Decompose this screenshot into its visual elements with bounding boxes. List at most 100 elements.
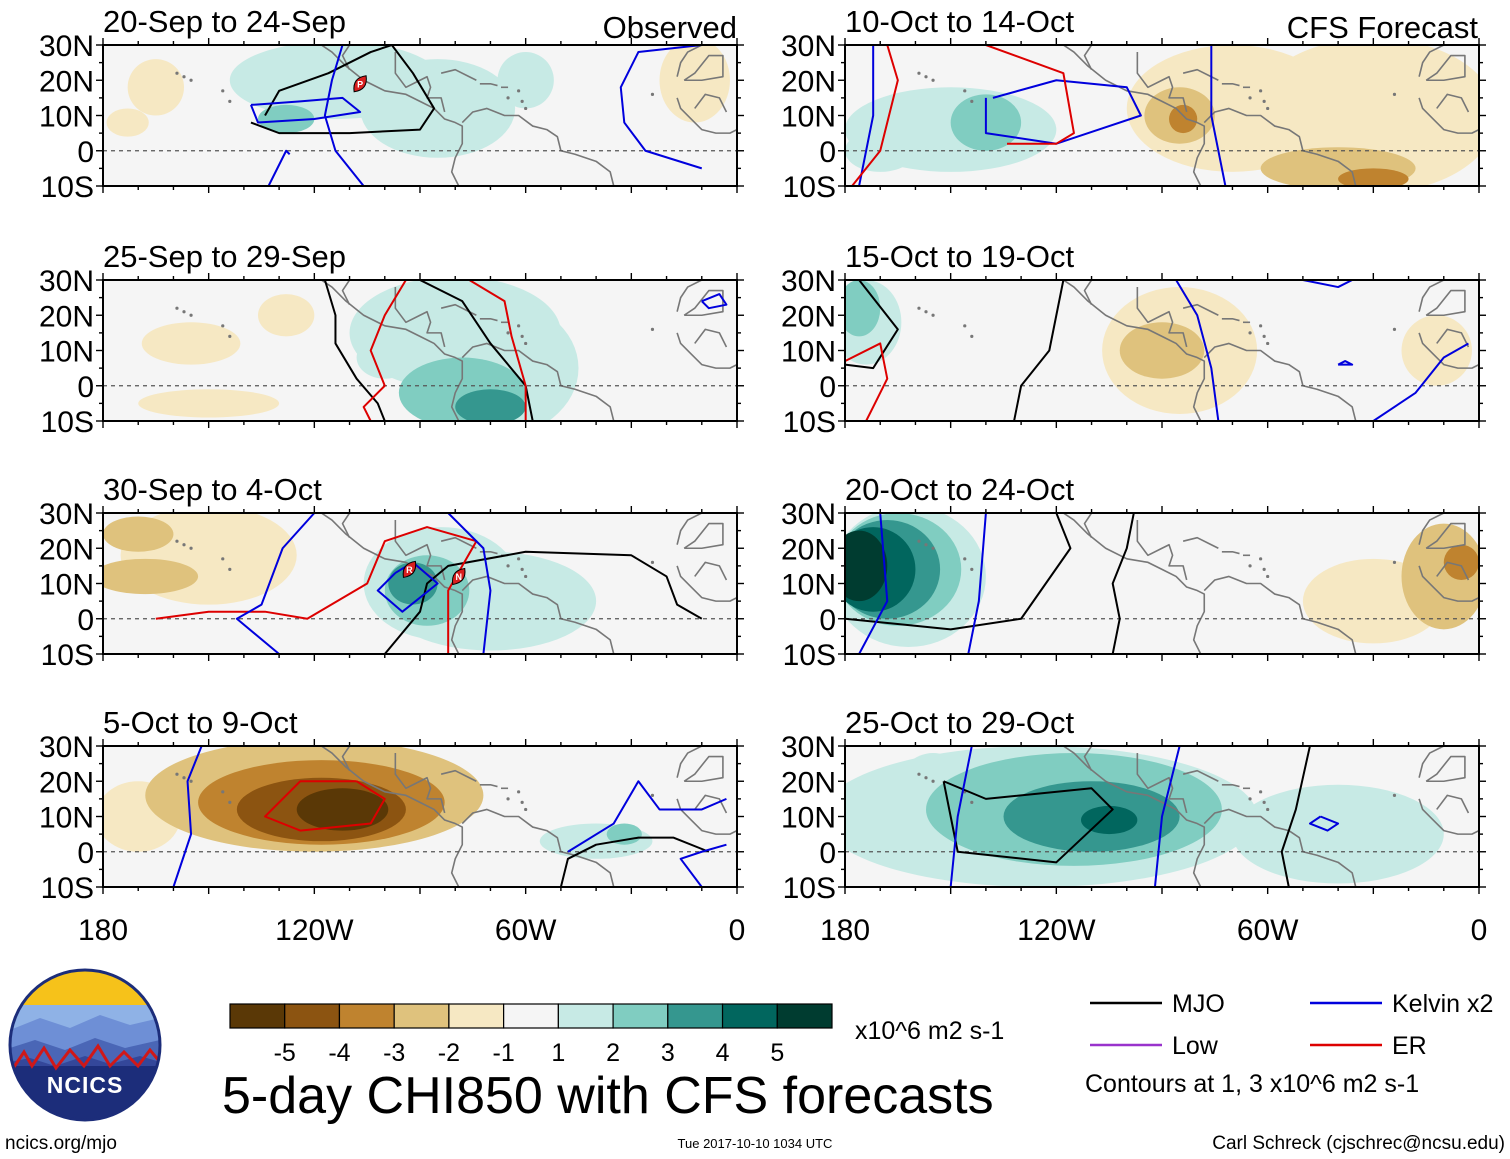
island [1266, 341, 1270, 346]
anomaly-region [229, 45, 442, 120]
anomaly-region [845, 530, 888, 602]
island [1266, 807, 1270, 812]
coastline [341, 746, 351, 772]
kelvin-contour [267, 149, 291, 186]
coastline [1182, 536, 1219, 549]
coastline [394, 287, 446, 348]
coastline [1436, 328, 1470, 348]
storm-marker: P [353, 75, 367, 93]
coastline [1436, 93, 1470, 113]
anomaly-region [257, 294, 315, 337]
lon-tick-label: 0 [1471, 914, 1488, 947]
storm-marker-label: R [406, 565, 413, 575]
coastline [1136, 52, 1188, 113]
coastline [1062, 746, 1206, 887]
colorbar-tick-label: -1 [493, 1039, 515, 1067]
mjo-contour [1280, 746, 1311, 887]
kelvin-contour [701, 293, 728, 310]
island [1392, 793, 1397, 797]
er-contour [362, 280, 407, 421]
coastline [1221, 317, 1240, 322]
coastline [1203, 342, 1357, 421]
anomaly-region [659, 45, 730, 123]
coastline [341, 280, 351, 306]
island [1266, 106, 1270, 111]
colorbar-tick-label: -5 [274, 1039, 296, 1067]
footer-website: ncics.org/mjo [5, 1133, 117, 1154]
island [506, 96, 510, 100]
legend-label: Low [1172, 1032, 1219, 1060]
coastline [1062, 513, 1206, 654]
lon-tick-label: 180 [78, 914, 128, 947]
island [520, 567, 524, 572]
colorbar-tick-label: 1 [551, 1039, 565, 1067]
island [221, 557, 225, 561]
anomaly-region [106, 108, 149, 137]
lat-tick-label: 10S [783, 872, 836, 905]
coastline [479, 82, 498, 87]
coastline [676, 513, 703, 545]
colorbar-swatch [284, 1003, 341, 1029]
lat-tick-label: 20N [781, 300, 836, 333]
island [182, 310, 186, 314]
coastline [341, 513, 351, 539]
island [931, 546, 935, 550]
lat-tick-label: 20N [39, 65, 94, 98]
coastline [676, 332, 737, 369]
footer-timestamp: Tue 2017-10-10 1034 UTC [678, 1136, 833, 1151]
island [228, 800, 232, 805]
coastline [1203, 575, 1357, 654]
island [1248, 331, 1252, 335]
mjo-contour [250, 45, 436, 135]
coastline [1136, 520, 1188, 581]
legend-label: ER [1392, 1032, 1427, 1060]
lat-tick-label: 0 [77, 136, 94, 169]
footer-author: Carl Schreck (cjschrec@ncsu.edu) [1212, 1133, 1505, 1154]
island [970, 334, 974, 338]
lat-tick-label: 20N [39, 766, 94, 799]
colorbar-units: x10^6 m2 s-1 [855, 1017, 1004, 1045]
lat-tick-label: 10N [781, 101, 836, 134]
coastline [1418, 565, 1479, 602]
island [924, 776, 928, 780]
coastline [1182, 68, 1219, 81]
island [175, 306, 179, 310]
island [931, 313, 935, 317]
anomaly-region [1443, 544, 1479, 580]
colorbar-tick-label: -2 [438, 1039, 460, 1067]
coastline [320, 280, 464, 421]
panel-field [103, 746, 737, 887]
anomaly-region [1169, 104, 1198, 134]
coastline [1182, 769, 1219, 782]
colorbar-tick-label: -3 [383, 1039, 405, 1067]
island [924, 543, 928, 547]
coastline [394, 753, 446, 814]
island [175, 772, 179, 776]
er-contour [468, 280, 527, 421]
island [1392, 560, 1397, 564]
coastline [461, 342, 615, 421]
island [517, 324, 521, 328]
panel-title: 20-Sep to 24-Sep [103, 4, 346, 39]
coastline [394, 520, 446, 581]
kelvin-contour [619, 45, 703, 170]
coastline [676, 565, 737, 602]
island [963, 324, 967, 328]
colorbar-swatch [721, 1003, 778, 1029]
coastline [461, 575, 615, 654]
lon-tick-label: 60W [1237, 914, 1299, 947]
mjo-contour [942, 780, 1114, 864]
island [189, 78, 193, 82]
anomaly-region [138, 597, 350, 640]
island [228, 567, 232, 572]
lat-tick-label: 10S [783, 639, 836, 672]
island [189, 546, 193, 550]
legend-label: MJO [1172, 990, 1225, 1018]
island [917, 772, 921, 776]
colorbar-tick-label: 4 [716, 1039, 730, 1067]
island [917, 306, 921, 310]
island [506, 331, 510, 335]
kelvin-contour [1372, 342, 1469, 421]
